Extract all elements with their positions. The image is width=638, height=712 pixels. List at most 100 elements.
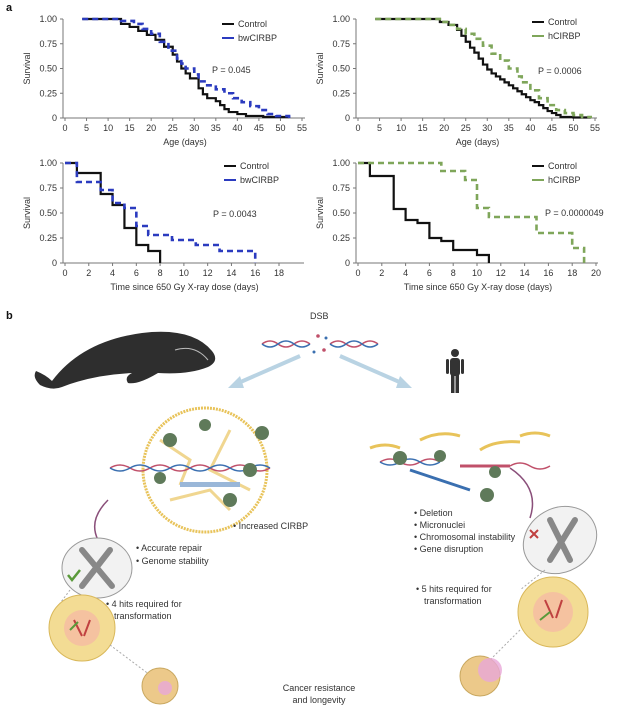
- legend-label: hCIRBP: [548, 31, 581, 41]
- survival-chart-2: 0 5 10 15 20 25 30 35 40 45 50 55 0 0.25 0.50 0.75 1.00 A…: [315, 14, 600, 147]
- x-tick-label: 10: [179, 268, 189, 278]
- y-tick-label: 0: [345, 258, 350, 268]
- x-tick-label: 40: [232, 123, 242, 133]
- x-tick-label: 10: [396, 123, 406, 133]
- outcome-label-2: and longevity: [292, 695, 346, 705]
- y-tick-label: 0.50: [332, 64, 350, 74]
- p-value-annotation: P = 0.0006: [538, 66, 582, 76]
- y-tick-label: 1.00: [332, 14, 350, 24]
- x-axis-label: Time since 650 Gy X-ray dose (days): [110, 282, 258, 292]
- genome-stability-label: • Genome stability: [136, 556, 209, 566]
- x-tick-label: 20: [439, 123, 449, 133]
- check-icon: [67, 569, 81, 583]
- mechanism-diagram: [34, 331, 598, 705]
- x-tick-label: 8: [451, 268, 456, 278]
- bowhead-whale-icon: [34, 331, 216, 389]
- series-line-hcirbp: [358, 161, 586, 263]
- x-tick-label: 15: [418, 123, 428, 133]
- dna-damage-icon: [369, 431, 551, 502]
- y-tick-label: 0: [345, 113, 350, 123]
- y-tick-label: 1.00: [39, 14, 57, 24]
- y-axis-label: Survival: [315, 197, 325, 229]
- x-tick-label: 0: [62, 268, 67, 278]
- x-tick-label: 2: [379, 268, 384, 278]
- x-tick-label: 0: [355, 268, 360, 278]
- legend-label: bwCIRBP: [238, 33, 277, 43]
- legend-label: Control: [240, 161, 269, 171]
- y-axis-label: Survival: [22, 197, 32, 229]
- x-tick-label: 14: [226, 268, 236, 278]
- x-tick-label: 5: [84, 123, 89, 133]
- y-tick-label: 0.25: [332, 88, 350, 98]
- damaged-chromosome-icon: [509, 467, 598, 575]
- y-tick-label: 0.75: [39, 39, 57, 49]
- human-cell-icon: [459, 569, 589, 697]
- dsb-label: DSB: [310, 311, 329, 321]
- panel-label-a: a: [6, 2, 13, 14]
- x-tick-label: 25: [461, 123, 471, 133]
- x-tick-label: 4: [403, 268, 408, 278]
- x-tick-label: 35: [211, 123, 221, 133]
- y-axis-label: Survival: [315, 52, 325, 84]
- y-tick-label: 0.50: [39, 208, 57, 218]
- survival-chart-3: 0 2 4 6 8 10 12 14 16 18 0 0.25 0.50 0.75 1.00 Time sin…: [22, 158, 304, 292]
- y-tick-label: 0.25: [332, 233, 350, 243]
- survival-charts: 0 5 10 15 20 25 30 35 40 45 50 5500.250.500.751.00A…: [22, 14, 604, 292]
- y-tick-label: 0.25: [39, 233, 57, 243]
- series-line-control: [375, 17, 592, 119]
- x-tick-label: 4: [110, 268, 115, 278]
- x-tick-label: 16: [250, 268, 260, 278]
- x-tick-label: 10: [103, 123, 113, 133]
- x-tick-label: 15: [125, 123, 135, 133]
- p-value-annotation: P = 0.0000049: [545, 208, 604, 218]
- x-tick-label: 6: [427, 268, 432, 278]
- human-hits-label-2: transformation: [424, 596, 482, 606]
- y-tick-label: 0.25: [39, 88, 57, 98]
- y-tick-label: 0: [52, 113, 57, 123]
- y-tick-label: 0.50: [332, 208, 350, 218]
- gene-disruption-label: • Gene disruption: [414, 544, 484, 554]
- series-line-control: [65, 161, 162, 263]
- series-line-hcirbp: [375, 17, 592, 119]
- x-tick-label: 55: [297, 123, 307, 133]
- chromosomal-instability-label: • Chromosomal instability: [414, 532, 516, 542]
- series-line-bwcirbp: [65, 161, 257, 263]
- x-tick-label: 50: [568, 123, 578, 133]
- human-icon: [446, 349, 464, 393]
- survival-chart-1: 0 5 10 15 20 25 30 35 40 45 50 55 0 0.25 0.50 0.75 1.00 A…: [22, 14, 307, 147]
- x-tick-label: 12: [496, 268, 506, 278]
- y-tick-label: 1.00: [39, 158, 57, 168]
- x-tick-label: 55: [590, 123, 600, 133]
- whale-hits-label-2: transformation: [114, 611, 172, 621]
- x-tick-label: 35: [504, 123, 514, 133]
- x-tick-label: 0: [62, 123, 67, 133]
- x-tick-label: 50: [275, 123, 285, 133]
- y-tick-label: 0.50: [39, 64, 57, 74]
- x-tick-label: 20: [591, 268, 601, 278]
- y-tick-label: 0.75: [39, 183, 57, 193]
- y-tick-label: 0.75: [332, 39, 350, 49]
- healthy-chromosome-icon: [61, 499, 133, 599]
- legend-label: Control: [238, 19, 267, 29]
- x-tick-label: 14: [520, 268, 530, 278]
- x-tick-label: 30: [482, 123, 492, 133]
- increased-cirbp-label: • Increased CIRBP: [233, 521, 309, 531]
- p-value-annotation: P = 0.045: [212, 65, 251, 75]
- arrow-to-whale-icon: [228, 354, 301, 388]
- whale-hits-label: • 4 hits required for: [106, 599, 182, 609]
- x-tick-label: 12: [203, 268, 213, 278]
- whale-cell-icon: [48, 589, 179, 705]
- x-axis-label: Age (days): [456, 137, 500, 147]
- series-line-bwcirbp: [82, 17, 291, 118]
- human-hits-label: • 5 hits required for: [416, 584, 492, 594]
- x-tick-label: 40: [525, 123, 535, 133]
- x-tick-label: 6: [134, 268, 139, 278]
- x-tick-label: 10: [472, 268, 482, 278]
- legend-label: bwCIRBP: [240, 175, 279, 185]
- y-tick-label: 1.00: [332, 158, 350, 168]
- x-tick-label: 18: [274, 268, 284, 278]
- x-axis-label: Age (days): [163, 137, 207, 147]
- micronuclei-label: • Micronuclei: [414, 520, 466, 530]
- y-tick-label: 0: [52, 258, 57, 268]
- dsb-dna-icon: [261, 334, 379, 354]
